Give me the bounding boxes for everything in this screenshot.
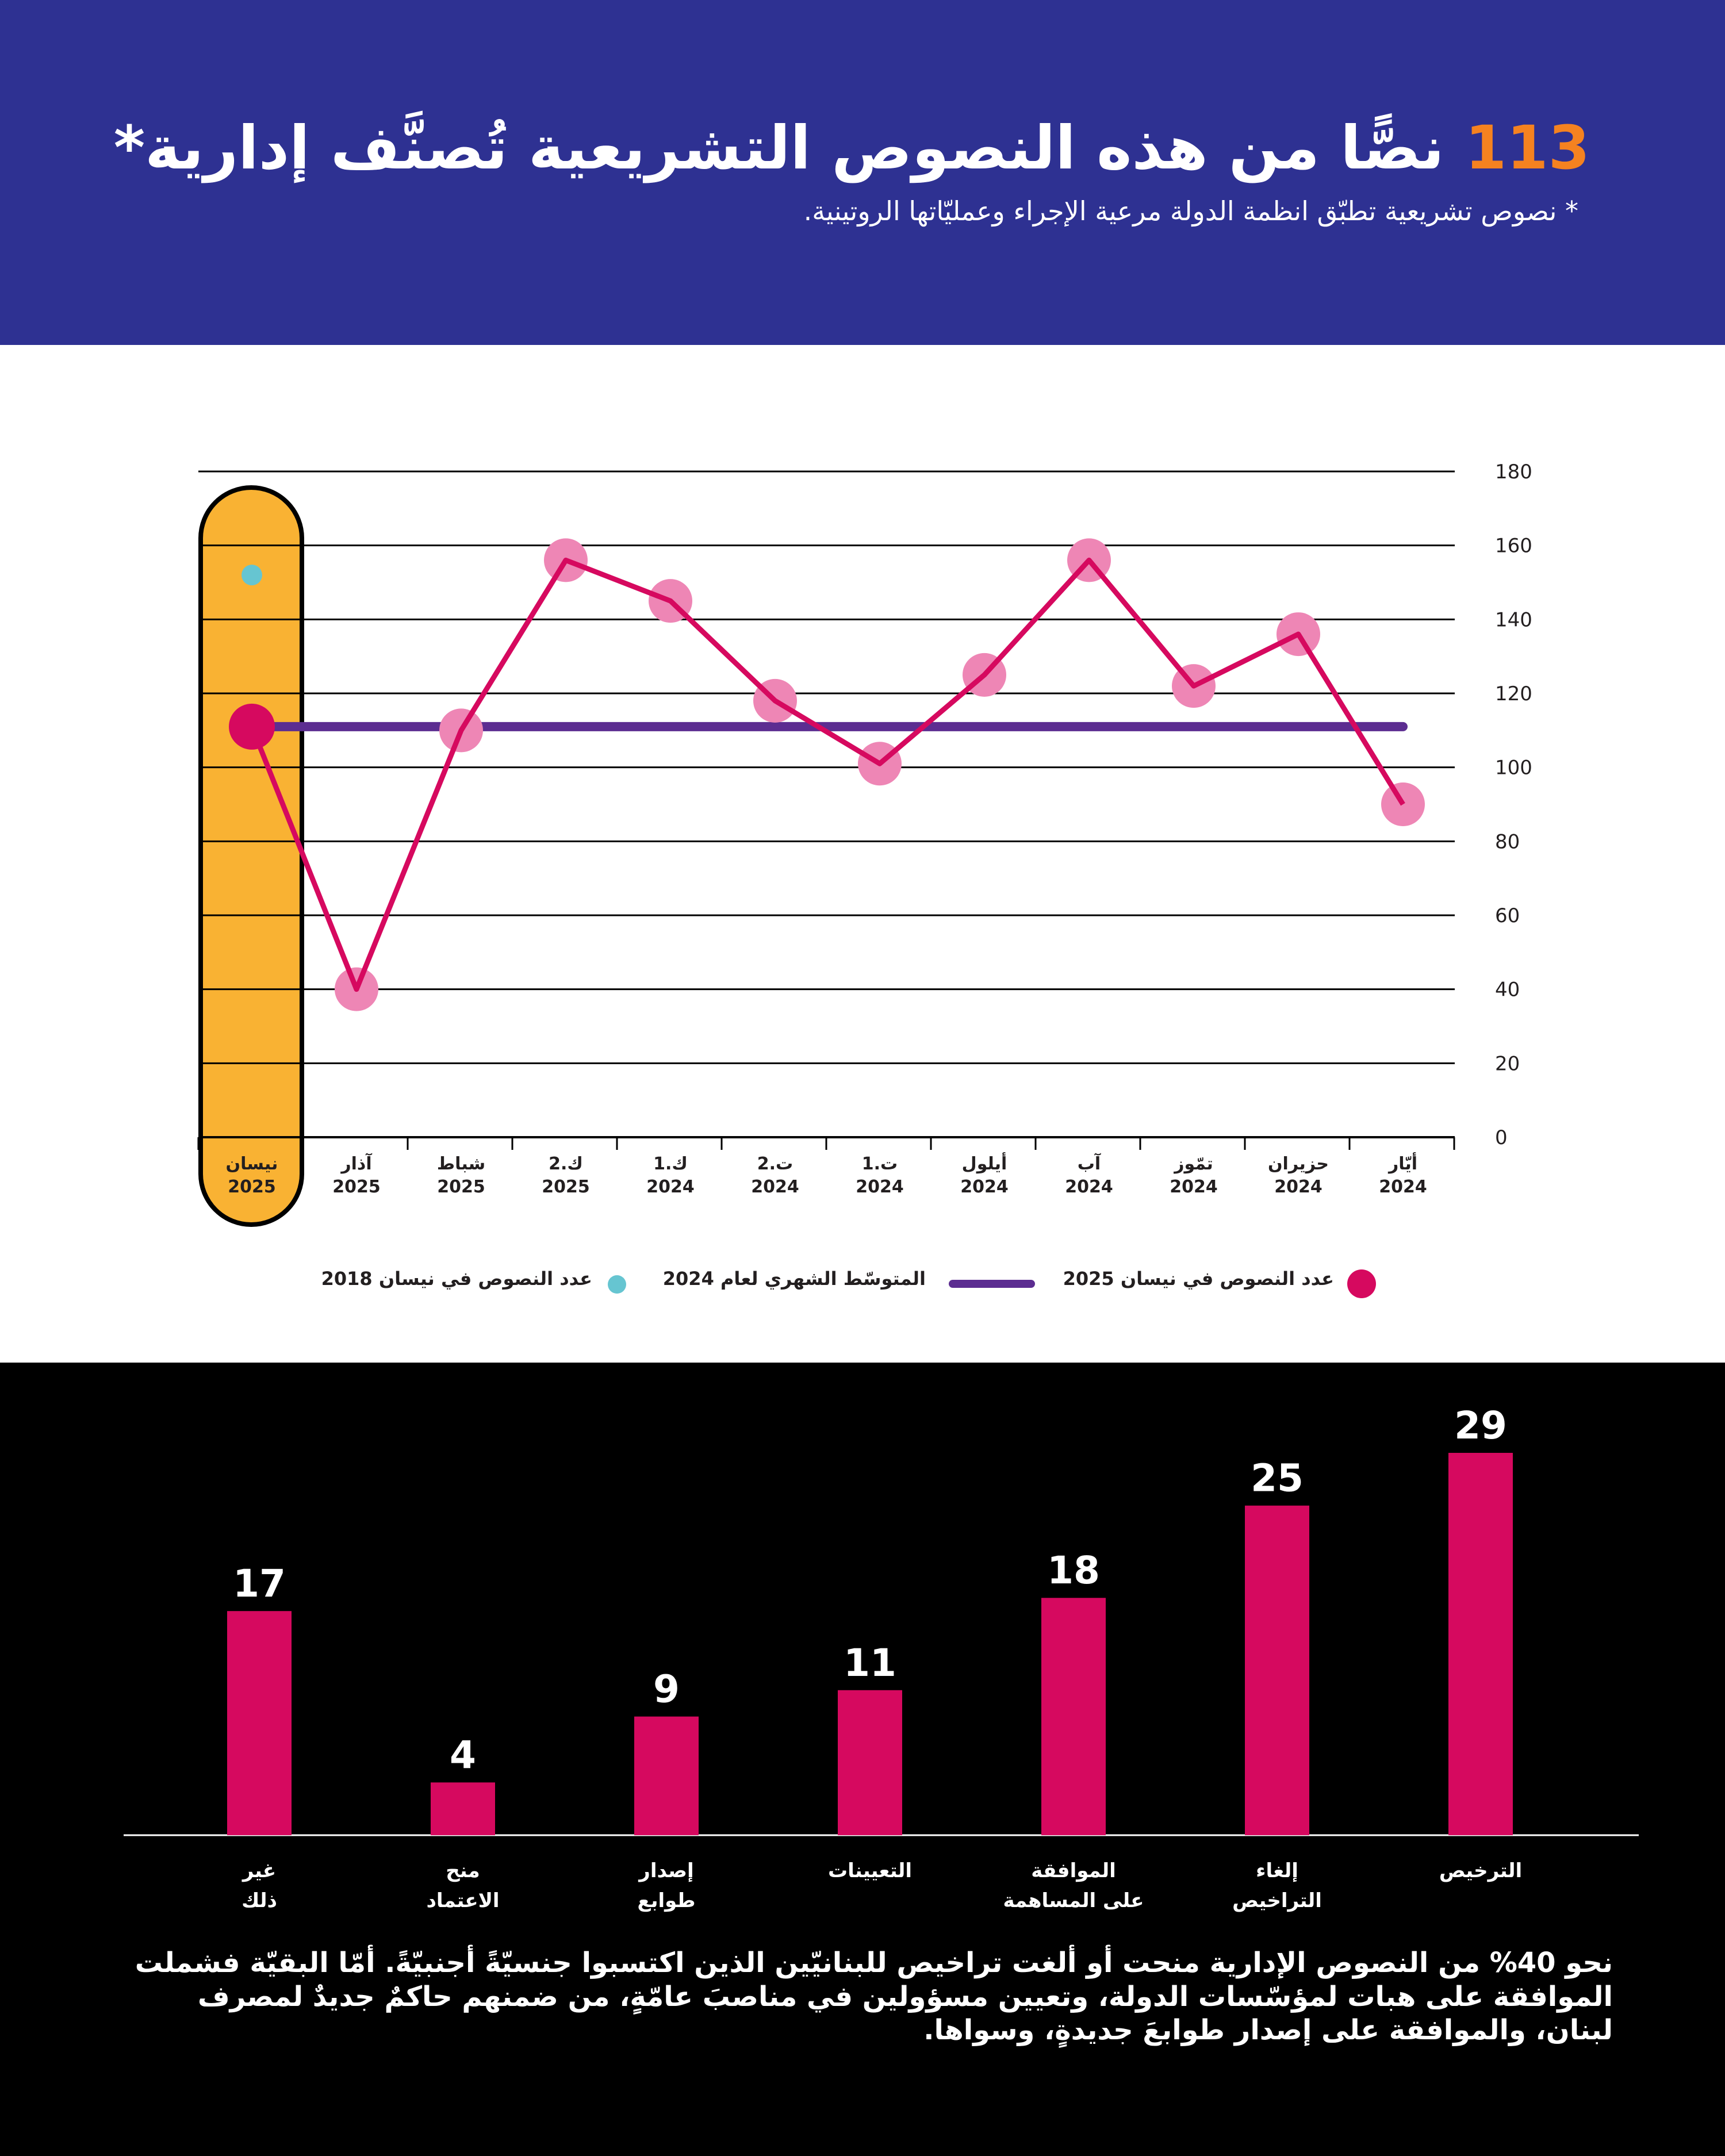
x-tick-label: آذار	[340, 1153, 372, 1174]
x-tick-label: 2025	[542, 1177, 590, 1197]
legend-avg2024-marker	[949, 1280, 1035, 1288]
bar	[1245, 1505, 1309, 1835]
bar-value-label: 11	[844, 1641, 896, 1685]
bar-value-label: 18	[1047, 1548, 1100, 1593]
x-tick-label: 2024	[1274, 1177, 1322, 1197]
bar	[227, 1611, 292, 1835]
bar-category-label: على المساهمة	[1003, 1889, 1144, 1912]
bar-category-label: التعيينات	[828, 1859, 912, 1882]
bar-value-label: 29	[1454, 1403, 1507, 1448]
y-tick-label: 0	[1495, 1126, 1508, 1149]
bar-chart: 29 الترخيص 25 إلغاء التراخيص 18 الموافقة على ال…	[124, 1403, 1639, 1912]
series-line	[249, 557, 1405, 992]
legend-apr2018-marker	[608, 1275, 626, 1294]
y-tick-label: 120	[1495, 682, 1532, 705]
y-tick-label: 40	[1495, 979, 1520, 1002]
bar-category-label: الموافقة	[1031, 1859, 1116, 1882]
x-tick-label: ك.1	[653, 1154, 688, 1174]
y-tick-label: 160	[1495, 535, 1532, 558]
x-tick-label: أيلول	[962, 1152, 1007, 1174]
title-text: نصًّا من هذه النصوص التشريعية تُصنَّف إد…	[113, 113, 1444, 183]
legend-apr2018-label: عدد النصوص في نيسان 2018	[321, 1268, 592, 1290]
bar-category-label: الاعتماد	[426, 1889, 499, 1912]
legend-apr2025-label: عدد النصوص في نيسان 2025	[1063, 1268, 1334, 1290]
bar-category-label: منح	[446, 1859, 480, 1882]
x-tick-label: أيّار	[1387, 1152, 1417, 1174]
bar-value-label: 4	[450, 1733, 476, 1777]
legend-apr2025-marker	[1347, 1269, 1376, 1298]
y-tick-label: 20	[1495, 1052, 1520, 1075]
bar-category-label: غير	[241, 1859, 276, 1882]
x-tick-label: حزيران	[1268, 1154, 1329, 1174]
legend-avg2024-label: المتوسّط الشهري لعام 2024	[662, 1268, 926, 1290]
x-tick-label: 2025	[437, 1177, 485, 1197]
bar-category-label: طوابع	[638, 1889, 696, 1912]
bar-value-label: 25	[1251, 1456, 1304, 1501]
bar	[838, 1690, 902, 1835]
page-subtitle: * نصوص تشريعية تطبّق انظمة الدولة مرعية …	[803, 195, 1578, 227]
line-chart: 0 20 40 60 80 100 120 140 160 180 أيّار 2024 حزيران 2…	[197, 461, 1532, 1227]
x-tick-label: شباط	[437, 1154, 485, 1174]
bar-category-label: ذلك	[241, 1889, 277, 1912]
x-tick-label: ت.2	[757, 1154, 793, 1174]
bar	[1448, 1453, 1513, 1835]
bar-value-label: 17	[233, 1562, 286, 1606]
x-tick-label: 2024	[751, 1177, 799, 1197]
x-tick-label: آب	[1078, 1153, 1101, 1174]
data-point-apr2025	[229, 703, 275, 750]
bar-category-label: إصدار	[638, 1859, 693, 1882]
data-point-apr2018	[241, 565, 262, 586]
footnote-text: نحو 40% من النصوص الإدارية منحت أو ألغت …	[135, 1947, 1613, 2047]
x-tick-label: 2025	[332, 1177, 381, 1197]
bar	[1041, 1598, 1106, 1835]
x-tick-label: 2025	[228, 1177, 276, 1197]
x-tick-label: 2024	[1065, 1177, 1113, 1197]
highlight-column	[198, 485, 304, 1227]
title-number: 113	[1465, 113, 1590, 183]
y-tick-label: 80	[1495, 830, 1520, 853]
x-tick-label: نيسان	[226, 1154, 278, 1174]
header-banner	[0, 0, 1725, 345]
bar-category-label: إلغاء	[1256, 1859, 1298, 1882]
bar-category-label: التراخيص	[1232, 1889, 1322, 1912]
y-tick-label: 60	[1495, 904, 1520, 927]
bar-value-label: 9	[653, 1667, 680, 1712]
page-title: 113 نصًّا من هذه النصوص التشريعية تُصنَّ…	[114, 112, 1590, 184]
bar	[431, 1782, 495, 1835]
x-tick-label: ت.1	[862, 1154, 898, 1174]
bar-category-label: الترخيص	[1439, 1859, 1522, 1882]
y-tick-label: 180	[1495, 461, 1532, 484]
bar	[634, 1716, 699, 1835]
x-tick-label: 2024	[856, 1177, 904, 1197]
x-tick-label: 2024	[1170, 1177, 1218, 1197]
x-tick-label: 2024	[960, 1177, 1009, 1197]
x-tick-label: 2024	[646, 1177, 695, 1197]
y-tick-label: 100	[1495, 757, 1532, 780]
x-tick-label: ك.2	[549, 1154, 583, 1174]
x-tick-label: 2024	[1379, 1177, 1427, 1197]
x-tick-label: تمّوز	[1173, 1154, 1213, 1174]
y-tick-label: 140	[1495, 608, 1532, 631]
